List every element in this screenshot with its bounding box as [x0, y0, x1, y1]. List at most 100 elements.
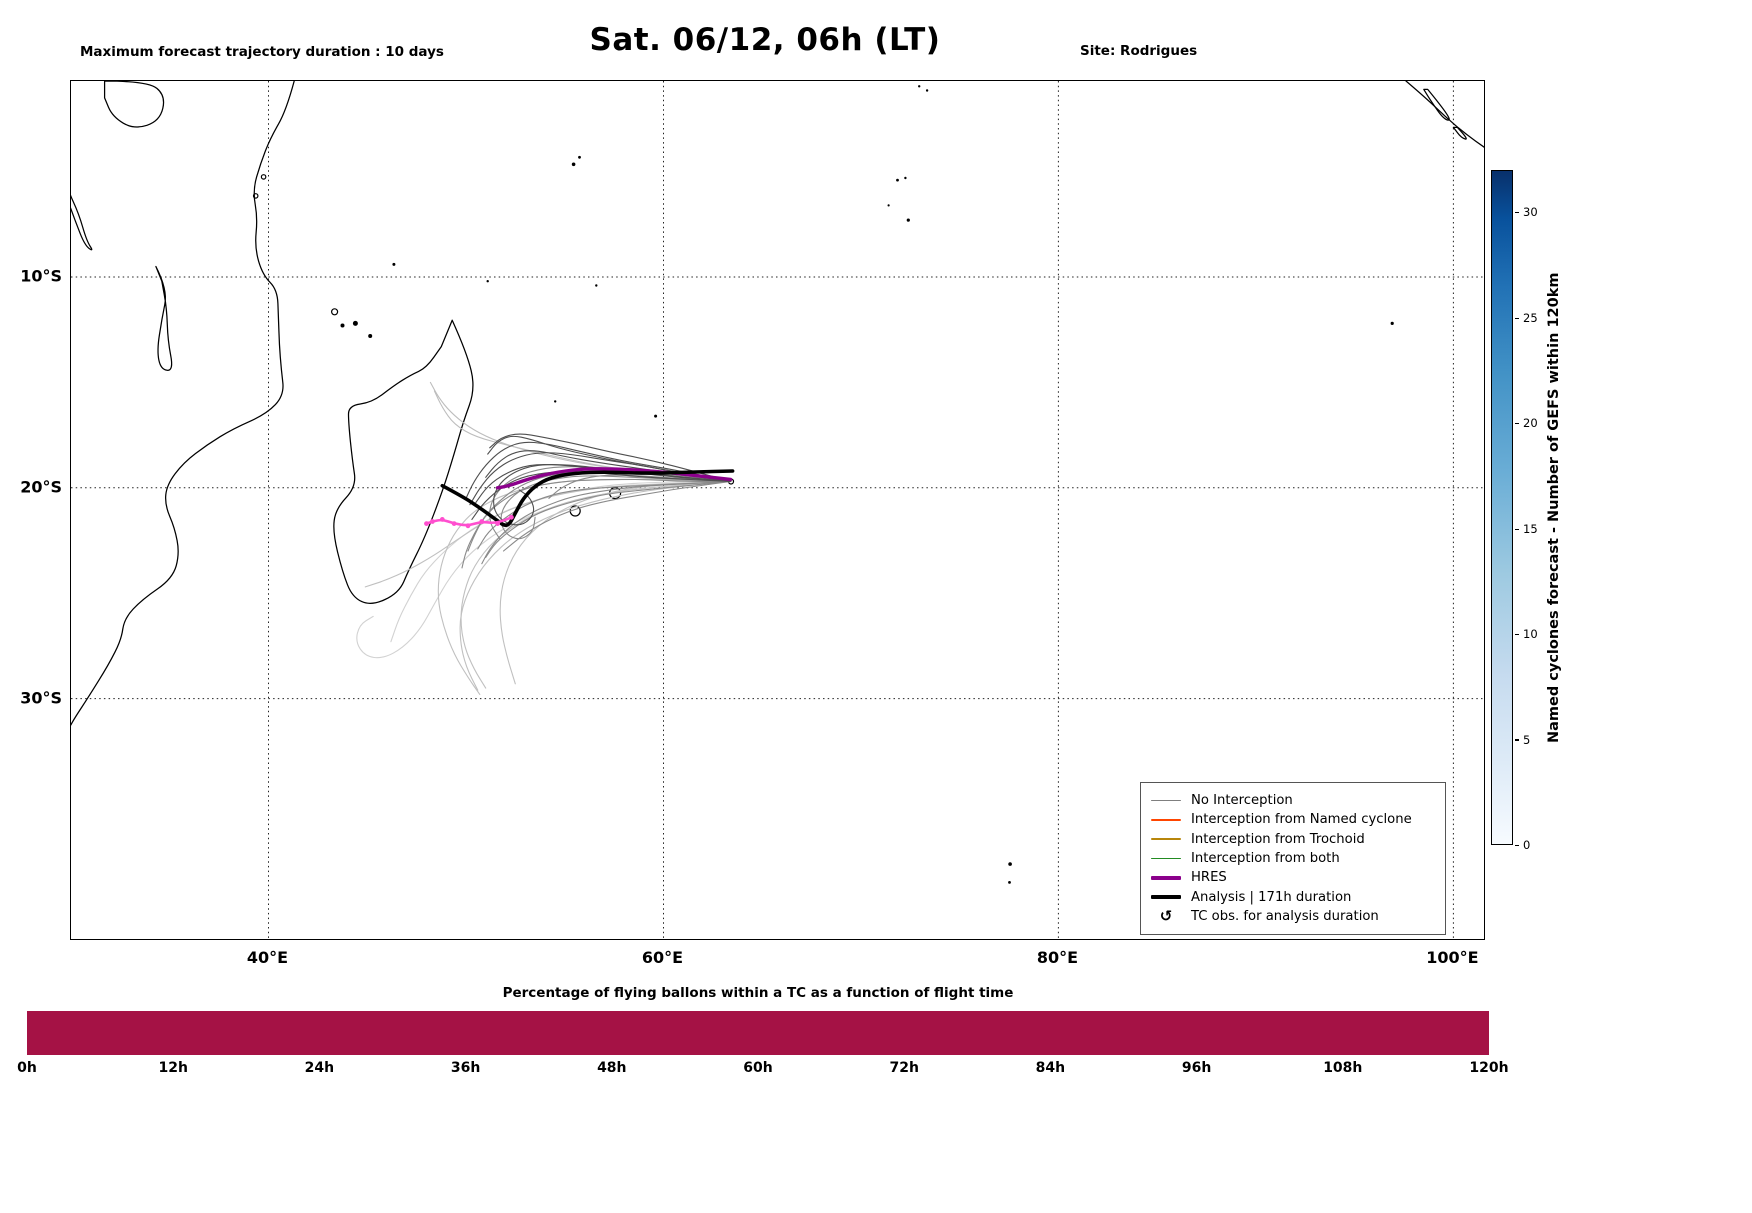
time-tick-label: 60h [743, 1060, 773, 1076]
coastline-mentawai-islands [1423, 88, 1450, 121]
tc-obs-marker [439, 517, 445, 522]
tc-obs-marker [479, 519, 485, 524]
tc-obs-marker [424, 521, 429, 526]
legend-item-no-interception: No Interception [1151, 791, 1435, 810]
trajectory-no-interception [356, 480, 732, 659]
island-Mayotte [368, 334, 373, 338]
legend-swatch-line [1151, 857, 1181, 860]
legend-swatch-line [1151, 819, 1181, 821]
time-tick-label: 72h [889, 1060, 919, 1076]
trajectory-tc-obs [425, 516, 513, 527]
island-Cocos [1390, 321, 1394, 325]
island-Maldives-south-2 [925, 89, 929, 92]
map-canvas [71, 81, 1484, 939]
x-tick-label: 100°E [1426, 948, 1479, 967]
page-title: Sat. 06/12, 06h (LT) [589, 22, 941, 58]
legend-item-hres: HRES [1151, 868, 1435, 887]
trajectory-no-interception [485, 480, 732, 558]
trajectory-no-interception [500, 475, 732, 540]
legend-label: Interception from Named cyclone [1191, 812, 1412, 828]
colorbar-tick-label: 0 [1515, 838, 1530, 852]
legend-item-tc-obs: ↺ TC obs. for analysis duration [1151, 907, 1435, 926]
trajectory-no-interception [481, 480, 732, 565]
tc-obs-marker [495, 521, 500, 526]
island-St-Paul [1008, 881, 1011, 884]
legend-item-trochoid: Interception from Trochoid [1151, 830, 1435, 849]
time-tick-label: 0h [17, 1060, 37, 1076]
coastline-madagascar [333, 319, 474, 604]
island-Anjouan [352, 320, 358, 326]
coastline-sumatra-coast [1405, 81, 1484, 148]
x-tick-label: 40°E [246, 948, 289, 967]
colorbar-tick-label: 25 [1515, 311, 1538, 325]
x-tick-label: 80°E [1036, 948, 1079, 967]
time-tick-label: 12h [158, 1060, 188, 1076]
island-Salomon [904, 176, 907, 180]
legend-label: HRES [1191, 870, 1227, 886]
island-Peros-Banhos [896, 178, 899, 182]
trajectory-no-interception [459, 480, 732, 691]
colorbar-tick-label: 5 [1515, 733, 1530, 747]
map-legend: No Interception Interception from Named … [1140, 782, 1446, 935]
legend-swatch-line [1151, 799, 1181, 802]
coastline-africa-east-coast [71, 81, 295, 726]
island-Praslin [578, 155, 581, 159]
legend-item-analysis: Analysis | 171h duration [1151, 888, 1435, 907]
time-tick-label: 96h [1181, 1060, 1212, 1076]
legend-label: Interception from Trochoid [1191, 831, 1365, 847]
coastline-lake-tanganyika [71, 194, 93, 251]
island-Amsterdam [1008, 862, 1012, 866]
time-tick-label: 120h [1469, 1060, 1509, 1076]
tc-obs-rotate-icon: ↺ [1159, 906, 1173, 925]
trajectory-no-interception [460, 480, 732, 689]
trajectory-no-interception [469, 452, 732, 506]
coastline-lake-malawi [155, 265, 173, 371]
y-tick-label: 10°S [20, 266, 62, 286]
time-tick-label: 36h [450, 1060, 481, 1076]
legend-label: No Interception [1191, 793, 1293, 808]
colorbar-tick-label: 10 [1515, 627, 1538, 641]
island-Grande-Comore [331, 308, 339, 316]
info-site: Site: Rodrigues [1080, 43, 1198, 59]
coastline-pagai-islands [1452, 126, 1467, 140]
island-Aldabra [392, 262, 396, 266]
legend-item-named-cyclone: Interception from Named cyclone [1151, 810, 1435, 829]
island-Mahe [571, 162, 576, 167]
trajectory-no-interception [467, 478, 732, 552]
trajectory-no-interception [364, 480, 732, 588]
island-Moheli [340, 323, 345, 328]
bottom-chart-title: Percentage of flying ballons within a TC… [502, 985, 1014, 1001]
legend-label: Analysis | 171h duration [1191, 889, 1352, 905]
time-tick-label: 48h [597, 1060, 627, 1076]
y-tick-label: 30°S [20, 688, 62, 708]
x-tick-label: 60°E [641, 948, 684, 967]
legend-swatch-line [1151, 895, 1181, 899]
gefs-count-colorbar [1491, 170, 1513, 845]
trajectory-no-interception [465, 441, 732, 499]
legend-label: TC obs. for analysis duration [1191, 908, 1379, 924]
tc-obs-marker [465, 523, 471, 529]
island-St-Brandon [654, 414, 658, 418]
tc-obs-marker [509, 514, 514, 520]
legend-swatch-line [1151, 838, 1181, 840]
trajectory-no-interception [499, 480, 732, 685]
colorbar-axis-label: Named cyclones forecast - Number of GEFS… [1546, 272, 1562, 743]
param-max-duration: Maximum forecast trajectory duration : 1… [80, 44, 444, 60]
legend-label: Interception from both [1191, 850, 1340, 866]
trajectory-analysis [440, 469, 735, 527]
island-Agalega [595, 284, 598, 287]
colorbar-tick-label: 15 [1515, 522, 1538, 536]
y-tick-label: 20°S [20, 477, 62, 497]
island-Farquhar [486, 280, 489, 283]
island-Tromelin [554, 400, 557, 403]
time-tick-label: 84h [1035, 1060, 1066, 1076]
island-Maldives-south-1 [918, 85, 921, 88]
legend-item-both: Interception from both [1151, 849, 1435, 868]
trajectory-no-interception [548, 474, 732, 499]
trajectory-no-interception [489, 433, 732, 483]
coastline-lake-victoria [103, 81, 165, 128]
legend-swatch-line [1151, 876, 1181, 880]
colorbar-tick-label: 30 [1515, 205, 1538, 219]
island-Zanzibar [252, 193, 259, 199]
